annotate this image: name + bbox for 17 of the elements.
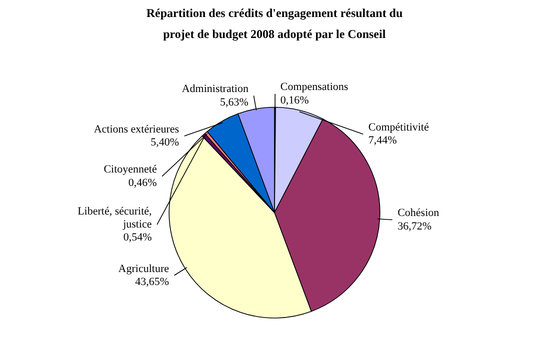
slice-label: Actions extérieures [94, 123, 180, 136]
slice-label: Compensations [280, 81, 348, 94]
chart-title: Répartition des crédits d'engagement résultant du projet de budget 2008 adopté par le Conseil [146, 6, 403, 42]
data-label: 5,63% [220, 96, 248, 108]
slice-label: Cohésion [398, 207, 440, 220]
data-label: 0,46% [128, 176, 157, 189]
slice-label: Agriculture [118, 262, 170, 275]
data-label: 36,72% [398, 220, 432, 232]
slice-label: Administration [182, 83, 249, 96]
data-label: 0,54% [123, 232, 152, 244]
data-label: 7,44% [368, 134, 397, 147]
data-label: 0,16% [280, 94, 309, 106]
data-label: 5,40% [150, 136, 180, 149]
slice-label: Liberté, sécurité, justice [78, 205, 152, 231]
slice-label: Citoyenneté [104, 164, 157, 176]
data-label: 43,65% [135, 276, 170, 288]
slice-label: Compétitivité [368, 122, 429, 134]
